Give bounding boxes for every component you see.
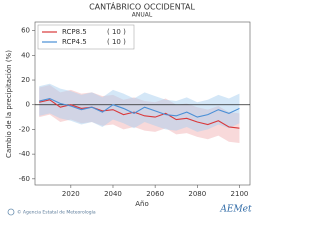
x-axis-label: Año (135, 200, 149, 208)
series-line (39, 99, 240, 129)
y-tick-label: 40 (21, 51, 30, 59)
y-tick-label: -60 (19, 175, 30, 183)
footer-icon (7, 208, 15, 216)
series-line (39, 97, 240, 118)
legend-box (37, 24, 135, 50)
x-tick-label: 2040 (104, 190, 122, 198)
range-band (39, 83, 240, 132)
x-tick-label: 2020 (62, 190, 80, 198)
y-axis-label: Cambio de la precipitación (%) (5, 50, 13, 158)
chart: CANTÁBRICO OCCIDENTAL ANUAL Año Cambio d… (5, 1, 252, 216)
y-tick-label: 0 (26, 101, 30, 109)
legend-count: ( 10 ) (107, 38, 126, 46)
x-tick-label: 2060 (146, 190, 164, 198)
y-tick-label: -20 (19, 125, 30, 133)
y-tick-label: 60 (21, 27, 30, 35)
y-tick-label: 20 (21, 76, 30, 84)
x-tick-label: 2100 (231, 190, 249, 198)
footer: © Agencia Estatal de Meteorología (17, 209, 96, 216)
legend-label: RCP8.5 (62, 28, 87, 36)
y-tick-label: -40 (19, 150, 30, 158)
logo: AEMet (219, 205, 252, 215)
x-tick-label: 2080 (188, 190, 206, 198)
chart-title: CANTÁBRICO OCCIDENTAL (89, 1, 195, 12)
legend-count: ( 10 ) (107, 28, 126, 36)
chart-subtitle: ANUAL (132, 12, 153, 19)
legend-label: RCP4.5 (62, 38, 87, 46)
